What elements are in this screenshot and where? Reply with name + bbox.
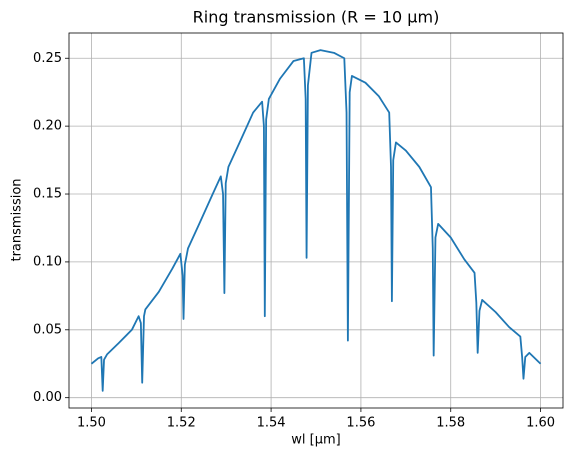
x-tick-label: 1.54 xyxy=(257,416,286,431)
x-tick-label: 1.56 xyxy=(346,416,375,431)
x-tick-label: 1.60 xyxy=(526,416,555,431)
y-tick-label: 0.05 xyxy=(33,322,62,337)
chart-title: Ring transmission (R = 10 μm) xyxy=(193,8,440,27)
y-tick-label: 0.00 xyxy=(33,390,62,405)
plot-frame xyxy=(68,32,564,409)
x-tick-label: 1.52 xyxy=(167,416,196,431)
y-axis-label: transmission xyxy=(10,178,25,261)
x-tick-label: 1.58 xyxy=(436,416,465,431)
y-tick-label: 0.15 xyxy=(33,187,62,202)
data-line xyxy=(90,49,542,392)
x-tick-label: 1.50 xyxy=(77,416,106,431)
y-tick-label: 0.25 xyxy=(33,51,62,66)
y-tick-label: 0.10 xyxy=(33,254,62,269)
y-tick-label: 0.20 xyxy=(33,119,62,134)
x-axis-label: wl [μm] xyxy=(291,433,340,448)
